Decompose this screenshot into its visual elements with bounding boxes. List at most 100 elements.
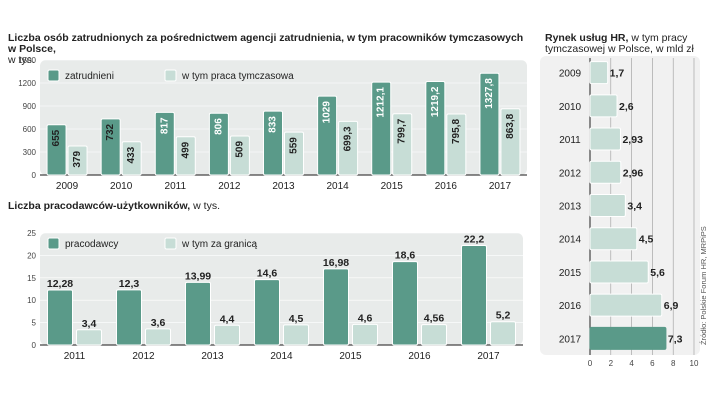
chart2-title: Liczba pracodawców-użytkowników, w tys. [8, 201, 508, 212]
chart1-bar-employed [208, 112, 229, 176]
chart3-data-label: 3,4 [627, 201, 642, 213]
chart3-ytick: 2015 [559, 268, 582, 279]
chart1-data-label: 1212,1 [376, 87, 387, 118]
chart2-xtick: 2012 [132, 351, 155, 362]
chart1-ytick: 0 [32, 171, 37, 180]
chart1-title: Liczba osób zatrudnionych za pośrednictw… [8, 33, 528, 66]
chart2-bar-employers [116, 289, 142, 346]
chart3-title-rest: w tym pracy [628, 32, 688, 44]
chart3-data-label: 4,5 [639, 234, 654, 246]
chart1-data-label: 806 [213, 118, 224, 135]
chart3-data-label: 5,6 [650, 267, 665, 279]
chart1-bar-employed [479, 72, 500, 176]
chart1-data-label: 1327,8 [484, 78, 495, 109]
chart3-title: Rynek usług HR, w tym pracy tymczasowej … [545, 33, 715, 55]
chart2-data-label: 22,2 [464, 234, 485, 246]
chart2-data-label: 4,56 [424, 313, 445, 325]
chart1-data-label: 699,3 [343, 126, 354, 151]
chart2-bar-employers [185, 281, 211, 346]
chart3-xtick: 10 [690, 359, 699, 368]
chart3-title-line2: tymczasowej w Polsce, w mld zł [545, 43, 694, 55]
chart1-ytick: 1500 [18, 56, 36, 65]
chart2-xtick: 2011 [64, 351, 86, 362]
chart1-data-label: 433 [126, 146, 137, 163]
chart1-xtick: 2017 [489, 181, 512, 192]
chart3-bar [589, 227, 638, 251]
chart1-xtick: 2014 [326, 181, 349, 192]
chart2-data-label: 18,6 [395, 250, 416, 262]
chart2-data-label: 3,6 [151, 317, 166, 329]
chart2-ytick: 0 [32, 341, 37, 350]
chart2-xtick: 2013 [201, 351, 224, 362]
chart1-bar-employed [425, 81, 446, 176]
chart2-ytick: 5 [32, 319, 37, 328]
chart2-data-label: 4,6 [358, 312, 373, 324]
chart1-data-label: 379 [72, 151, 83, 168]
chart1-ytick: 1200 [18, 79, 36, 88]
chart2-bar-abroad [214, 324, 240, 346]
chart2-xtick: 2016 [408, 351, 431, 362]
chart2-legend-label: w tym za granicą [181, 239, 257, 250]
chart1-xtick: 2015 [381, 181, 404, 192]
chart1-data-label: 732 [105, 123, 116, 140]
chart2-ytick: 15 [27, 274, 36, 283]
chart2-xtick: 2015 [339, 351, 362, 362]
chart3-ytick: 2017 [559, 334, 582, 345]
chart2-data-label: 12,28 [47, 278, 73, 290]
chart3-ytick: 2010 [559, 102, 582, 113]
chart2-legend-swatch-abroad [164, 237, 177, 250]
chart2-bar-abroad [145, 328, 171, 346]
chart2-bar-abroad [352, 323, 378, 346]
chart3-xtick: 2 [609, 359, 614, 368]
chart1-data-label: 1219,2 [430, 86, 441, 117]
chart2-xtick: 2017 [477, 351, 500, 362]
chart1-data-label: 655 [51, 129, 62, 146]
chart1-legend-swatch-employed [47, 69, 60, 82]
chart2-bar-abroad [421, 324, 447, 346]
chart3-bar [589, 326, 667, 350]
chart2-bar-abroad [283, 324, 309, 346]
chart3-data-label: 2,6 [619, 101, 634, 113]
chart3-bar [589, 260, 649, 284]
chart1-legend-swatch-temporary [164, 69, 177, 82]
chart3-xtick: 6 [650, 359, 655, 368]
chart1-data-label: 509 [234, 141, 245, 158]
chart3-ytick: 2011 [559, 135, 581, 146]
chart2-bar-employers [47, 289, 73, 346]
chart3-data-label: 2,96 [623, 167, 644, 179]
chart2-ytick: 10 [27, 296, 36, 305]
chart2-bar-abroad [76, 329, 102, 346]
chart1-xtick: 2013 [272, 181, 295, 192]
chart1-bar-employed [263, 110, 283, 176]
chart1-bar-temporary [67, 145, 88, 176]
chart2-data-label: 4,5 [289, 313, 304, 325]
chart2-legend-label: pracodawcy [65, 239, 118, 250]
chart1-data-label: 1029 [322, 101, 333, 124]
chart2-data-label: 14,6 [257, 268, 278, 280]
source-note: Źródło: Polskie Forum HR, MRPiPS [699, 226, 708, 345]
chart2-legend-swatch-employers [47, 237, 60, 250]
chart2-bar-employers [323, 268, 349, 346]
chart1-legend-label: w tym praca tymczasowa [181, 71, 294, 82]
chart2-data-label: 12,3 [119, 278, 140, 290]
chart1-bar-temporary [284, 131, 304, 176]
chart3-bar [589, 61, 609, 85]
chart1-bar-employed [46, 124, 67, 176]
chart3-ytick: 2009 [559, 69, 582, 80]
chart3-bar [589, 127, 621, 151]
chart1-ytick: 600 [23, 125, 37, 134]
chart2-data-label: 3,4 [82, 318, 97, 330]
chart2-xtick: 2014 [270, 351, 293, 362]
chart1-legend-label: zatrudnieni [65, 71, 114, 82]
chart1-data-label: 559 [289, 137, 300, 154]
chart1-bar-temporary [500, 108, 521, 176]
chart1-data-label: 499 [180, 141, 191, 158]
chart3-data-label: 7,3 [668, 333, 683, 345]
chart1-bar-temporary [446, 113, 467, 176]
chart1-data-label: 863,8 [505, 113, 516, 138]
chart3-bar [589, 94, 618, 118]
chart2-title-unit: w tys. [190, 200, 220, 212]
chart3-ytick: 2016 [559, 301, 582, 312]
chart1-bar-temporary [121, 141, 142, 176]
